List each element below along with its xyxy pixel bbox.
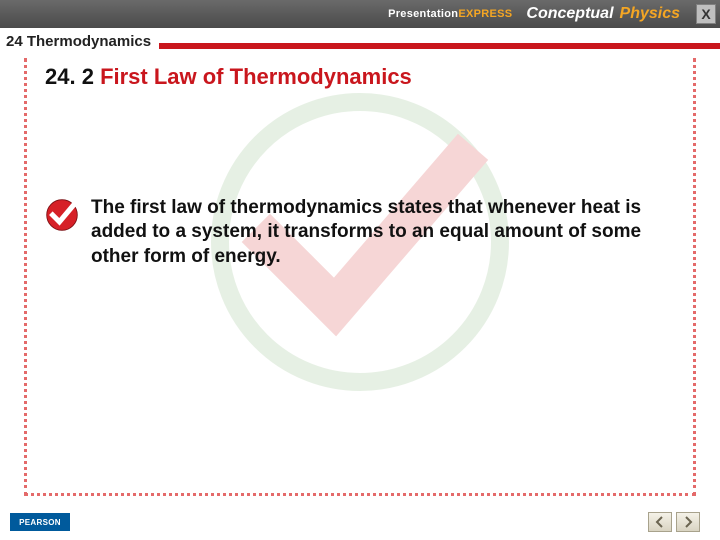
- brand-express: PresentationEXPRESS: [388, 8, 512, 20]
- title-bar: PresentationEXPRESS Conceptual Physics X: [0, 0, 720, 28]
- content-area: 24. 2 First Law of Thermodynamics The fi…: [24, 58, 696, 496]
- prev-button[interactable]: [648, 512, 672, 532]
- section-heading: First Law of Thermodynamics: [100, 64, 412, 89]
- next-button[interactable]: [676, 512, 700, 532]
- book-title-left: Conceptual: [526, 5, 613, 23]
- chapter-number: 24: [6, 33, 23, 50]
- footer: PEARSON: [0, 510, 720, 540]
- close-icon: X: [701, 6, 710, 22]
- chapter-label: 24 Thermodynamics: [0, 30, 159, 53]
- body-text: The first law of thermodynamics states t…: [91, 196, 651, 269]
- book-title-right: Physics: [620, 5, 680, 23]
- chapter-name: Thermodynamics: [27, 33, 151, 50]
- checkmark-icon: [45, 198, 79, 232]
- chevron-right-icon: [682, 516, 694, 528]
- close-button[interactable]: X: [696, 4, 716, 24]
- chapter-header: 24 Thermodynamics: [0, 28, 720, 54]
- brand-suffix: EXPRESS: [458, 8, 512, 20]
- chapter-stripe: [159, 43, 720, 49]
- chevron-left-icon: [654, 516, 666, 528]
- body-row: The first law of thermodynamics states t…: [45, 196, 675, 269]
- nav-controls: [648, 512, 700, 532]
- publisher-logo: PEARSON: [10, 513, 70, 531]
- section-number: 24. 2: [45, 64, 94, 89]
- section-title: 24. 2 First Law of Thermodynamics: [45, 64, 675, 90]
- brand-prefix: Presentation: [388, 8, 458, 20]
